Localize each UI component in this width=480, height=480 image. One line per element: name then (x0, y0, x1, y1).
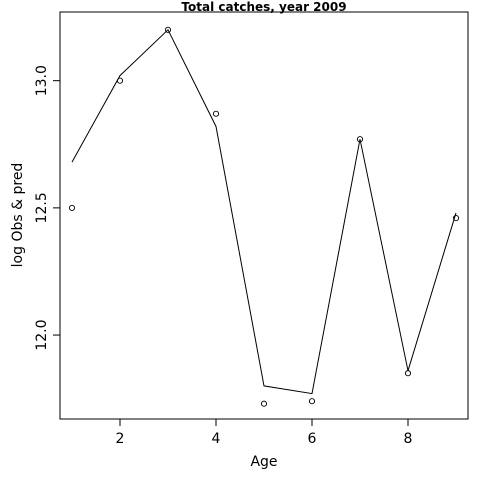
y-axis: 12.0 12.5 13.0 (34, 65, 61, 351)
x-tick-label: 2 (116, 431, 125, 447)
y-tick-label: 12.0 (34, 319, 50, 350)
observed-point (164, 26, 172, 33)
x-tick-label: 8 (404, 431, 413, 447)
observed-point (404, 370, 412, 377)
plot-frame (59, 11, 469, 420)
observed-point (68, 204, 76, 211)
x-axis: 2 4 6 8 (116, 418, 413, 447)
observed-point (308, 398, 316, 405)
observed-point (260, 400, 268, 407)
observed-point (452, 214, 460, 222)
y-tick-label: 13.0 (34, 65, 50, 96)
chart-title: Total catches, year 2009 (181, 0, 346, 14)
y-tick-label: 12.5 (34, 192, 50, 223)
observed-point (212, 110, 220, 117)
x-tick-label: 6 (308, 431, 317, 447)
y-axis-title: log Obs & pred (10, 163, 26, 268)
predicted-line (71, 28, 457, 395)
series-layer (68, 26, 460, 407)
x-axis-title: Age (250, 454, 277, 470)
x-tick-label: 4 (212, 431, 221, 447)
